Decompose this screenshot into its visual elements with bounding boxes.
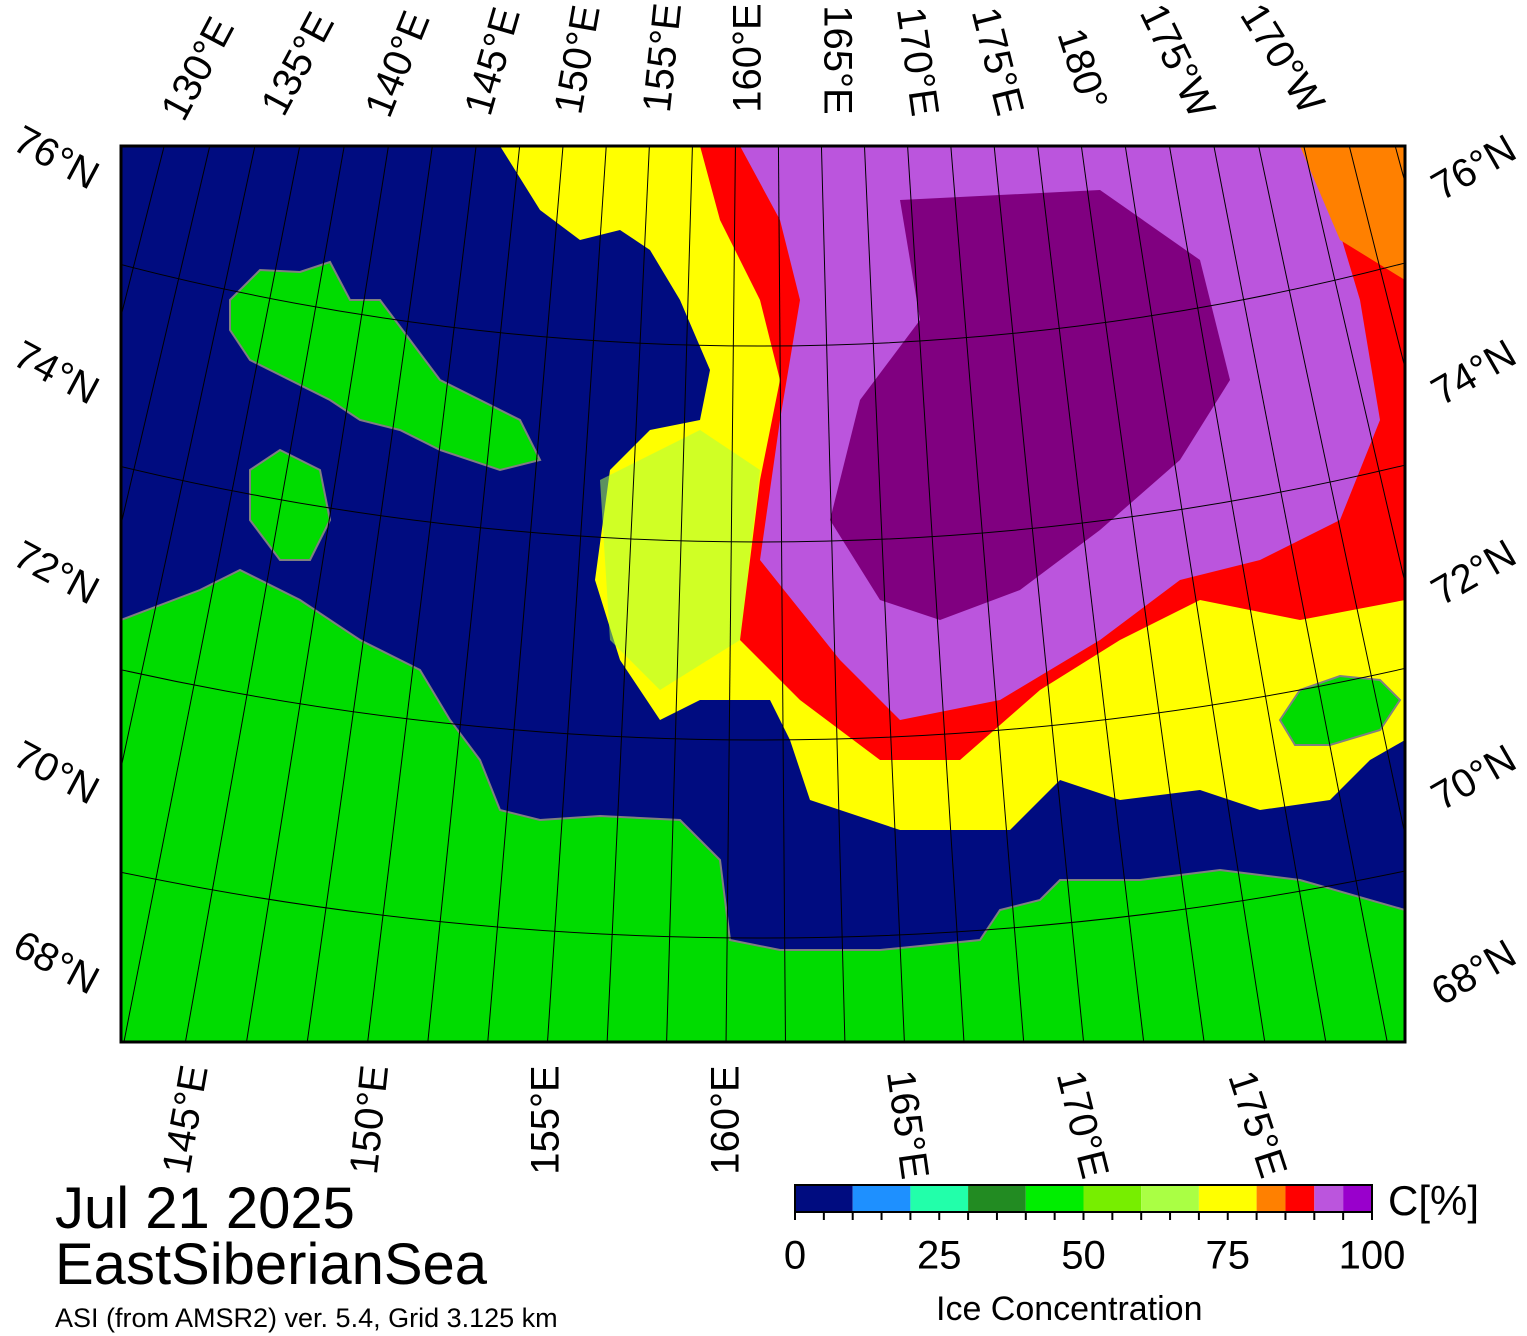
meridian-line: [725, 146, 736, 1042]
meridian-line: [427, 146, 521, 1042]
meridian-line: [950, 146, 1025, 1042]
meridian-line: [121, 146, 256, 771]
lon-label-bottom: 175°E: [1219, 1065, 1295, 1183]
lon-label-bottom: 150°E: [342, 1063, 397, 1176]
lat-label-right: 72°N: [1424, 531, 1523, 614]
meridian-line: [547, 146, 607, 1042]
wrangel-island: [1278, 674, 1402, 746]
date-label: Jul 21 2025: [55, 1176, 355, 1241]
bottom-longitude-labels: 145°E 150°E 155°E 160°E 165°E 170°E 175°E: [154, 1062, 1295, 1183]
colorbar-title: Ice Concentration: [936, 1290, 1203, 1328]
meridian-line: [907, 146, 965, 1042]
meridian-line: [123, 146, 301, 1042]
colorbar-segment: [1198, 1185, 1257, 1212]
lon-label-top: 150°E: [546, 2, 608, 117]
region-label: EastSiberianSea: [55, 1232, 488, 1297]
map-frame: [119, 144, 1407, 1044]
meridian-line: [1168, 146, 1327, 1042]
lon-label-top: 175°W: [1131, 0, 1223, 125]
meridian-line: [1080, 146, 1205, 1042]
meridian-line: [306, 146, 433, 1042]
lat-label-left: 72°N: [6, 532, 106, 613]
meridian-line: [367, 146, 477, 1042]
lon-label-top: 175°E: [963, 3, 1032, 120]
lon-label-top: 155°E: [635, 1, 690, 114]
lon-label-bottom: 170°E: [1048, 1066, 1117, 1183]
meridian-line: [777, 146, 786, 1042]
colorbar-segment: [1025, 1185, 1084, 1212]
meridian-line: [121, 146, 211, 527]
lat-label-left: 76°N: [6, 117, 106, 198]
lon-label-top: 130°E: [153, 10, 243, 127]
meridian-line: [820, 146, 846, 1042]
meridian-line: [487, 146, 564, 1042]
right-latitude-labels: 76°N 74°N 72°N 70°N 68°N: [1424, 126, 1523, 1014]
lat-label-right: 70°N: [1424, 736, 1523, 819]
left-latitude-labels: 76°N 74°N 72°N 70°N 68°N: [6, 117, 106, 1003]
lon-label-top: 135°E: [253, 5, 343, 122]
lon-label-bottom: 165°E: [878, 1067, 937, 1181]
colorbar-segment: [852, 1185, 911, 1212]
lat-label-left: 74°N: [6, 332, 106, 413]
kotelny-island: [249, 448, 332, 561]
colorbar-segment: [1314, 1185, 1344, 1212]
meridian-line: [993, 146, 1085, 1042]
colorbar-tick-label: 50: [1061, 1234, 1106, 1278]
lat-label-left: 68°N: [6, 922, 106, 1003]
lon-label-bottom: 160°E: [704, 1065, 748, 1174]
colorbar-tick-label: 100: [1339, 1234, 1406, 1278]
ice-field-orange: [1300, 146, 1405, 280]
colorbar-segment: [1343, 1185, 1372, 1212]
lon-label-top: 160°E: [726, 3, 770, 112]
lon-label-top: 140°E: [357, 5, 439, 123]
colorbar: 0 25 50 75 100: [784, 1184, 1406, 1278]
meridian-line: [666, 146, 693, 1042]
siberian-mainland: [121, 568, 1405, 1042]
colorbar-segment: [1141, 1185, 1199, 1212]
meridian-line: [184, 146, 345, 1042]
lon-label-bottom: 145°E: [154, 1062, 216, 1177]
ice-field-purple: [830, 190, 1230, 620]
colorbar-tick-label: 0: [784, 1234, 806, 1278]
colorbar-segment: [1285, 1185, 1315, 1212]
meridian-line: [246, 146, 389, 1042]
lon-label-top: 165°E: [815, 5, 859, 114]
lat-label-right: 76°N: [1424, 126, 1523, 209]
lon-label-top: 145°E: [456, 3, 528, 120]
top-longitude-labels: 130°E 135°E 140°E 145°E 150°E 155°E 160°E 165°E…: [153, 0, 1333, 127]
colorbar-tick-label: 75: [1206, 1234, 1251, 1278]
lon-label-top: 170°W: [1231, 0, 1332, 122]
lat-label-right: 68°N: [1424, 931, 1523, 1014]
meridian-line: [1258, 146, 1405, 837]
lat-label-left: 70°N: [6, 732, 106, 813]
colorbar-tick-label: 25: [917, 1234, 962, 1278]
source-label: ASI (from AMSR2) ver. 5.4, Grid 3.125 km: [55, 1303, 558, 1333]
meridian-line: [1124, 146, 1266, 1042]
lon-label-bottom: 155°E: [524, 1065, 568, 1174]
new-siberian-islands: [229, 260, 542, 472]
colorbar-segment: [968, 1185, 1026, 1212]
colorbar-segment: [1083, 1185, 1142, 1212]
lon-label-top: 170°E: [888, 4, 947, 118]
meridian-line: [606, 146, 650, 1042]
lon-label-top: 180°: [1049, 23, 1116, 115]
meridian-line: [1213, 146, 1388, 1042]
colorbar-unit-label: C[%]: [1388, 1177, 1480, 1224]
colorbar-segment: [1256, 1185, 1286, 1212]
colorbar-segment: [910, 1185, 969, 1212]
meridian-line: [863, 146, 905, 1042]
lat-label-right: 74°N: [1424, 331, 1523, 414]
meridian-line: [1037, 146, 1145, 1042]
colorbar-segment: [795, 1185, 853, 1212]
